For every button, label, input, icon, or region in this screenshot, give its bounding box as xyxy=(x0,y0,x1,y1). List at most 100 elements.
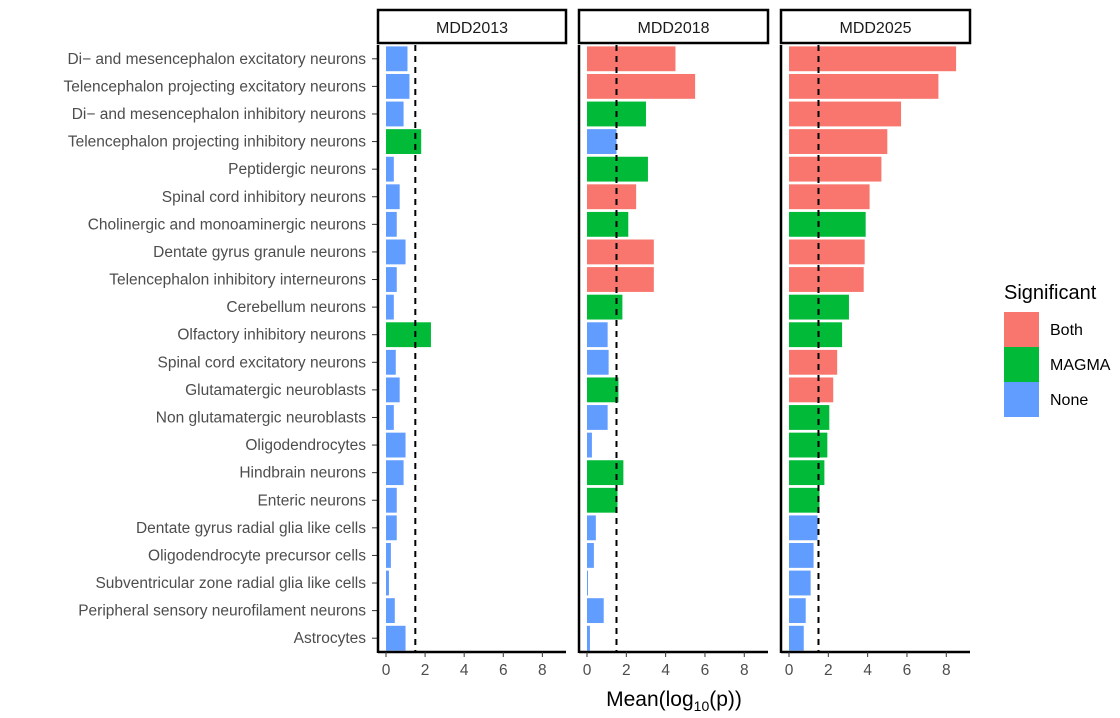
bar xyxy=(587,625,590,651)
y-tick-label: Spinal cord excitatory neurons xyxy=(157,354,366,371)
y-tick-label: Telencephalon projecting excitatory neur… xyxy=(64,78,367,95)
bar xyxy=(386,570,389,596)
x-tick-label: 6 xyxy=(499,662,508,679)
y-tick-label: Hindbrain neurons xyxy=(239,465,366,482)
x-tick-label: 4 xyxy=(661,662,670,679)
bar xyxy=(587,239,654,265)
bar xyxy=(386,73,410,99)
bar xyxy=(386,322,431,348)
y-tick-label: Spinal cord inhibitory neurons xyxy=(162,189,366,206)
bar xyxy=(587,487,618,513)
x-axis-title-main: Mean(log xyxy=(606,688,694,711)
bar xyxy=(587,570,588,596)
bar xyxy=(386,460,404,486)
bar xyxy=(386,625,406,651)
x-tick-label: 8 xyxy=(538,662,547,679)
facet-title: MDD2025 xyxy=(839,20,911,37)
x-tick-label: 0 xyxy=(382,662,391,679)
bar xyxy=(386,515,397,541)
bar xyxy=(789,184,870,210)
bar xyxy=(386,487,397,513)
bar xyxy=(789,598,806,624)
bar xyxy=(789,156,882,182)
legend-key-none xyxy=(1004,382,1039,417)
bar xyxy=(386,156,394,182)
bar xyxy=(386,101,404,127)
x-tick-label: 4 xyxy=(863,662,872,679)
y-tick-label: Non glutamatergic neuroblasts xyxy=(156,409,366,426)
x-tick-label: 8 xyxy=(740,662,749,679)
bar xyxy=(386,543,391,568)
bar xyxy=(789,267,864,292)
bar xyxy=(386,349,396,375)
legend-label-magma: MAGMA xyxy=(1050,357,1111,374)
y-tick-label: Peptidergic neurons xyxy=(228,161,366,178)
bar xyxy=(789,239,865,265)
bar xyxy=(789,349,838,375)
x-tick-label: 6 xyxy=(701,662,710,679)
bar xyxy=(587,377,619,403)
x-tick-label: 2 xyxy=(421,662,430,679)
bar xyxy=(386,239,406,265)
bar xyxy=(587,349,609,375)
bar xyxy=(587,460,624,486)
bar xyxy=(386,377,400,403)
bar xyxy=(386,184,400,210)
x-tick-label: 2 xyxy=(622,662,631,679)
bar xyxy=(789,625,804,651)
bar xyxy=(789,487,820,513)
facet-title: MDD2013 xyxy=(436,20,508,37)
bar xyxy=(386,405,394,430)
bar xyxy=(587,267,654,292)
facet-strip xyxy=(577,8,770,45)
y-tick-label: Glutamatergic neuroblasts xyxy=(185,382,366,399)
bar xyxy=(789,543,814,568)
y-tick-label: Telencephalon inhibitory interneurons xyxy=(109,272,366,289)
bar xyxy=(789,432,828,458)
y-tick-label: Cerebellum neurons xyxy=(226,299,366,316)
y-tick-label: Dentate gyrus granule neurons xyxy=(153,244,366,261)
y-tick-label: Cholinergic and monoaminergic neurons xyxy=(88,216,367,233)
bar xyxy=(789,73,939,99)
bar xyxy=(386,211,397,237)
legend-label-none: None xyxy=(1050,392,1088,409)
bar xyxy=(587,46,676,72)
bar xyxy=(386,598,395,624)
bar xyxy=(789,46,957,72)
x-tick-label: 8 xyxy=(942,662,951,679)
bar xyxy=(587,405,608,430)
bar xyxy=(789,405,830,430)
legend-label-both: Both xyxy=(1050,322,1083,339)
x-axis-title-tail: (p)) xyxy=(709,688,742,711)
bar xyxy=(587,432,592,458)
y-tick-label: Peripheral sensory neurofilament neurons xyxy=(78,603,366,620)
bar xyxy=(789,322,843,348)
legend-key-magma xyxy=(1004,347,1039,382)
x-tick-label: 4 xyxy=(460,662,469,679)
legend-key-both xyxy=(1004,312,1039,347)
bar xyxy=(789,129,888,154)
x-tick-label: 0 xyxy=(583,662,592,679)
bar xyxy=(789,515,818,541)
bar xyxy=(789,101,902,127)
bar xyxy=(386,432,406,458)
bar xyxy=(789,211,866,237)
x-tick-label: 6 xyxy=(903,662,912,679)
bar xyxy=(587,211,629,237)
bar xyxy=(386,267,397,292)
facet-strip xyxy=(376,8,568,45)
x-axis-title-subscript: 10 xyxy=(694,698,710,713)
bar xyxy=(386,294,394,320)
y-tick-label: Enteric neurons xyxy=(257,492,366,509)
y-tick-label: Oligodendrocyte precursor cells xyxy=(148,547,366,564)
y-tick-label: Subventricular zone radial glia like cel… xyxy=(95,575,366,592)
bar xyxy=(587,184,637,210)
bar xyxy=(587,129,617,154)
bar xyxy=(587,515,596,541)
facet-title: MDD2018 xyxy=(637,20,709,37)
bar xyxy=(386,46,408,72)
y-tick-label: Di− and mesencephalon excitatory neurons xyxy=(67,51,366,68)
x-tick-label: 0 xyxy=(785,662,794,679)
